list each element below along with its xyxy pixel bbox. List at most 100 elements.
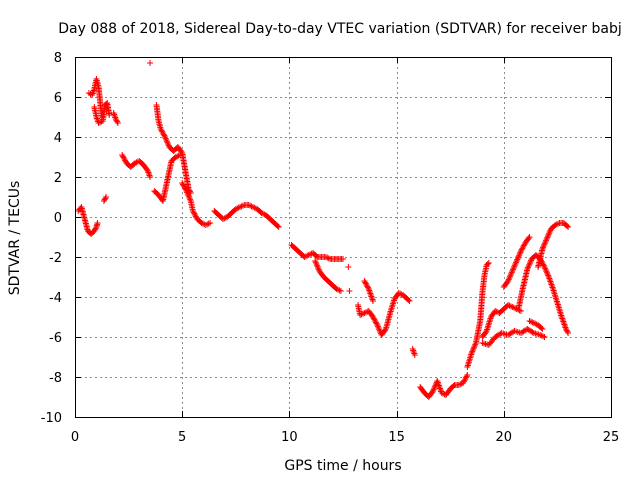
data-point (455, 382, 462, 388)
data-point (485, 260, 492, 266)
data-point (540, 243, 547, 250)
data-point (470, 345, 477, 352)
data-point (259, 210, 266, 217)
data-point (314, 263, 321, 270)
data-point (519, 245, 526, 252)
data-point (371, 316, 378, 323)
data-point (119, 153, 126, 160)
data-point (187, 196, 194, 203)
data-point (508, 270, 515, 277)
data-point (382, 327, 389, 334)
data-point (505, 302, 512, 308)
data-point (178, 148, 185, 155)
data-point (565, 330, 572, 336)
y-tick-label: 2 (54, 171, 62, 186)
data-point (182, 186, 189, 193)
y-tick-label: 8 (54, 51, 62, 66)
data-point (92, 226, 99, 233)
data-point (516, 250, 523, 257)
data-point (370, 315, 377, 322)
data-point (372, 318, 379, 324)
data-point (524, 264, 531, 271)
x-tick-label: 25 (603, 430, 620, 445)
data-point (370, 314, 377, 320)
data-point (175, 152, 182, 159)
data-point (204, 221, 211, 228)
data-point (562, 326, 569, 332)
data-point (186, 195, 193, 202)
plot-frame (75, 57, 612, 418)
data-point (520, 244, 527, 250)
data-point (542, 265, 549, 272)
data-point (100, 198, 107, 204)
data-point (103, 194, 110, 200)
data-point (406, 298, 413, 304)
data-point (543, 236, 550, 242)
data-point (514, 255, 521, 262)
y-tick-label: 4 (54, 131, 62, 146)
data-point (245, 202, 252, 208)
x-axis-label: GPS time / hours (284, 458, 401, 474)
data-point (552, 222, 559, 228)
data-point (530, 320, 537, 326)
data-point (119, 152, 126, 158)
data-point (543, 269, 550, 276)
data-point (511, 262, 518, 269)
data-point (185, 193, 192, 200)
data-point (121, 156, 128, 162)
data-point (198, 220, 205, 226)
data-point (179, 181, 186, 188)
data-point-outlier (147, 60, 154, 66)
data-point (542, 238, 549, 245)
data-point (160, 131, 167, 138)
data-point (363, 282, 370, 288)
data-point (512, 260, 519, 267)
data-point (360, 310, 367, 317)
data-point (182, 185, 189, 192)
data-point (248, 203, 255, 210)
data-point (469, 348, 476, 355)
data-point (541, 240, 548, 247)
data-point (540, 333, 547, 340)
data-point (333, 286, 340, 292)
data-point (539, 326, 546, 332)
data-point (374, 322, 381, 328)
data-point (525, 235, 532, 242)
data-point (147, 174, 154, 180)
data-point (345, 264, 352, 270)
data-point (514, 256, 521, 263)
data-point (325, 255, 332, 262)
data-point (507, 303, 514, 310)
data-point (112, 116, 119, 122)
data-point (177, 152, 184, 158)
data-point (431, 385, 438, 392)
data-point (540, 244, 547, 251)
data-point (205, 220, 212, 227)
data-point (471, 342, 478, 349)
data-point (460, 378, 467, 385)
data-point (507, 272, 514, 279)
data-point (334, 286, 341, 293)
data-point (509, 268, 516, 274)
data-point (364, 283, 371, 290)
data-point (555, 220, 562, 227)
data-point (526, 261, 533, 268)
data-point (546, 230, 553, 237)
data-point (525, 263, 532, 270)
data-point (376, 327, 383, 334)
data-point (346, 288, 353, 294)
data-point (527, 318, 534, 325)
data-point (506, 275, 513, 282)
data-point (340, 256, 346, 262)
data-point (94, 220, 101, 226)
data-point (192, 212, 199, 218)
data-point (529, 319, 536, 326)
data-point (517, 249, 524, 256)
data-point (184, 190, 191, 197)
chart-title: Day 088 of 2018, Sidereal Day-to-day VTE… (58, 21, 621, 37)
x-tick-label: 10 (281, 430, 298, 445)
data-point (515, 306, 522, 313)
data-point (537, 332, 544, 338)
y-tick-label: -6 (49, 331, 62, 346)
